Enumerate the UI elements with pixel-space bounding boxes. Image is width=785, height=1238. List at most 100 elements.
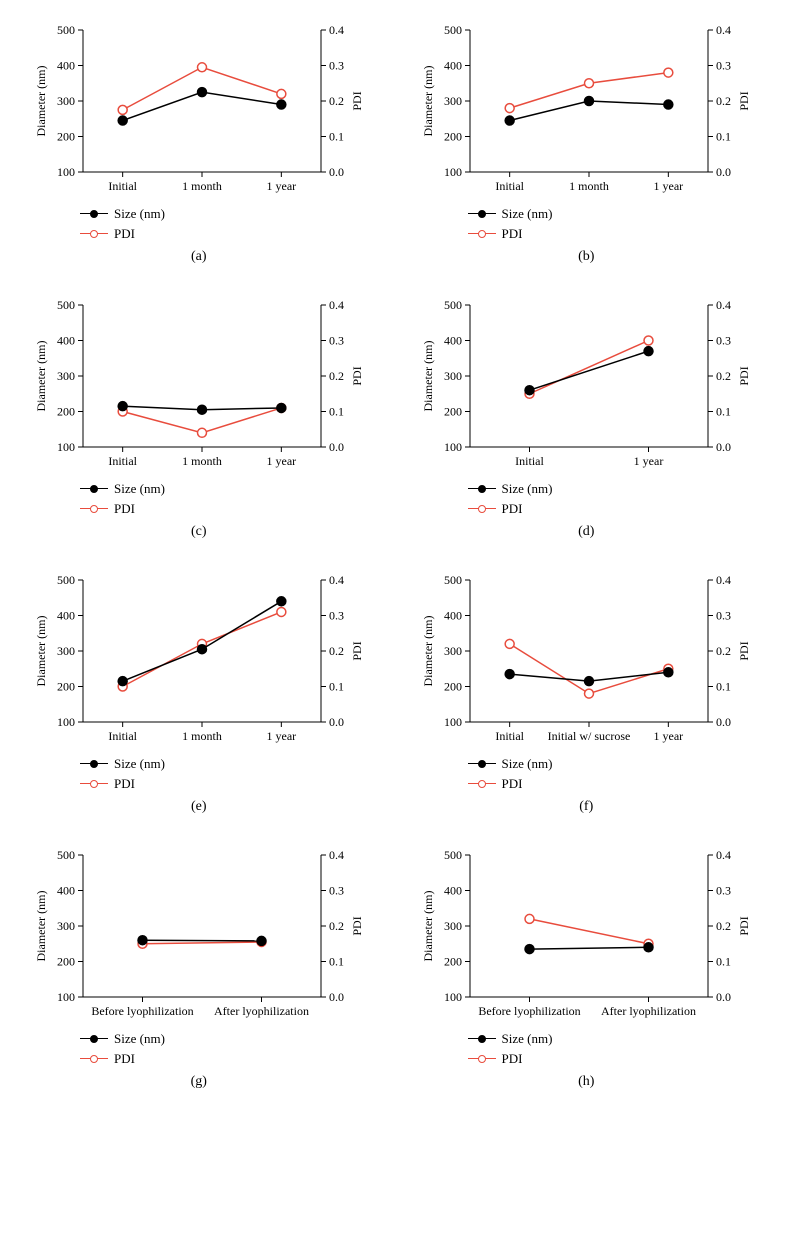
chart-a: 1002003004005000.00.10.20.30.4Initial1 m…: [29, 20, 369, 200]
ytick-right: 0.1: [716, 130, 731, 144]
ytick-right: 0.0: [716, 990, 731, 1004]
ytick-right: 0.0: [329, 990, 344, 1004]
y-axis-left-label: Diameter (nm): [421, 616, 435, 687]
legend: Size (nm)PDI: [80, 1029, 165, 1068]
xtick-label: 1 month: [182, 729, 222, 743]
panel-label: (g): [191, 1074, 207, 1090]
ytick-right: 0.2: [329, 644, 344, 658]
legend: Size (nm)PDI: [468, 1029, 553, 1068]
pdi-marker: [277, 607, 286, 616]
panel-label: (b): [578, 249, 594, 265]
xtick-label: 1 month: [182, 179, 222, 193]
xtick-label: 1 month: [569, 179, 609, 193]
legend-size-label: Size (nm): [114, 479, 165, 499]
pdi-marker: [585, 79, 594, 88]
xtick-label: 1 year: [266, 454, 296, 468]
size-marker: [585, 97, 594, 106]
ytick-right: 0.3: [329, 609, 344, 623]
pdi-marker: [118, 105, 127, 114]
legend: Size (nm)PDI: [80, 204, 165, 243]
y-axis-left-label: Diameter (nm): [421, 66, 435, 137]
size-marker: [664, 100, 673, 109]
xtick-label: 1 year: [654, 729, 684, 743]
panel-d: 1002003004005000.00.10.20.30.4Initial1 y…: [408, 295, 766, 540]
ytick-right: 0.4: [329, 848, 344, 862]
panel-g: 1002003004005000.00.10.20.30.4Before lyo…: [20, 845, 378, 1090]
legend-pdi-label: PDI: [502, 499, 523, 519]
ytick-right: 0.3: [329, 334, 344, 348]
size-marker: [644, 943, 653, 952]
legend-pdi: PDI: [468, 1049, 553, 1069]
y-axis-left-label: Diameter (nm): [34, 891, 48, 962]
ytick-left: 300: [57, 369, 75, 383]
ytick-left: 400: [57, 884, 75, 898]
pdi-marker: [644, 336, 653, 345]
xtick-label: 1 month: [182, 454, 222, 468]
chart-f: 1002003004005000.00.10.20.30.4InitialIni…: [416, 570, 756, 750]
legend-pdi: PDI: [468, 224, 553, 244]
legend-size: Size (nm): [80, 479, 165, 499]
ytick-left: 100: [444, 715, 462, 729]
ytick-left: 300: [444, 369, 462, 383]
ytick-left: 300: [57, 94, 75, 108]
ytick-left: 500: [444, 573, 462, 587]
legend-pdi: PDI: [468, 774, 553, 794]
ytick-left: 400: [444, 334, 462, 348]
panel-b: 1002003004005000.00.10.20.30.4Initial1 m…: [408, 20, 766, 265]
panel-label: (c): [191, 524, 207, 540]
ytick-right: 0.1: [329, 680, 344, 694]
y-axis-right-label: PDI: [737, 916, 751, 935]
xtick-label: 1 year: [654, 179, 684, 193]
ytick-right: 0.0: [329, 440, 344, 454]
xtick-label: Initial: [108, 179, 137, 193]
ytick-left: 100: [444, 440, 462, 454]
xtick-label: Initial: [108, 729, 137, 743]
size-marker: [118, 116, 127, 125]
ytick-left: 500: [57, 573, 75, 587]
panel-label: (f): [579, 799, 593, 815]
pdi-line: [142, 942, 261, 944]
chart-e: 1002003004005000.00.10.20.30.4Initial1 m…: [29, 570, 369, 750]
legend-size: Size (nm): [468, 479, 553, 499]
legend-size: Size (nm): [468, 204, 553, 224]
pdi-marker: [197, 63, 206, 72]
legend-size-label: Size (nm): [114, 204, 165, 224]
panel-label: (h): [578, 1074, 594, 1090]
ytick-left: 400: [444, 609, 462, 623]
legend-pdi: PDI: [80, 1049, 165, 1069]
xtick-label: After lyophilization: [601, 1004, 696, 1018]
ytick-right: 0.1: [716, 405, 731, 419]
legend-size: Size (nm): [80, 754, 165, 774]
ytick-left: 500: [57, 848, 75, 862]
ytick-left: 200: [444, 955, 462, 969]
legend-size-label: Size (nm): [502, 754, 553, 774]
pdi-line: [530, 341, 649, 394]
ytick-left: 100: [57, 990, 75, 1004]
pdi-marker: [585, 689, 594, 698]
xtick-label: Before lyophilization: [91, 1004, 193, 1018]
panel-label: (e): [191, 799, 207, 815]
size-line: [530, 351, 649, 390]
ytick-left: 300: [444, 644, 462, 658]
ytick-right: 0.2: [716, 369, 731, 383]
ytick-left: 400: [444, 884, 462, 898]
xtick-label: Initial w/ sucrose: [548, 729, 631, 743]
ytick-right: 0.1: [329, 405, 344, 419]
size-marker: [525, 386, 534, 395]
legend-size-label: Size (nm): [502, 1029, 553, 1049]
chart-d: 1002003004005000.00.10.20.30.4Initial1 y…: [416, 295, 756, 475]
ytick-left: 400: [444, 59, 462, 73]
ytick-right: 0.2: [329, 94, 344, 108]
panel-label: (d): [578, 524, 594, 540]
ytick-left: 300: [57, 919, 75, 933]
ytick-left: 100: [444, 990, 462, 1004]
legend-pdi: PDI: [80, 499, 165, 519]
ytick-left: 400: [57, 334, 75, 348]
legend-pdi-label: PDI: [502, 224, 523, 244]
ytick-left: 100: [57, 165, 75, 179]
ytick-left: 200: [444, 130, 462, 144]
size-marker: [585, 677, 594, 686]
legend-size-label: Size (nm): [502, 479, 553, 499]
ytick-left: 300: [444, 919, 462, 933]
ytick-left: 100: [57, 715, 75, 729]
